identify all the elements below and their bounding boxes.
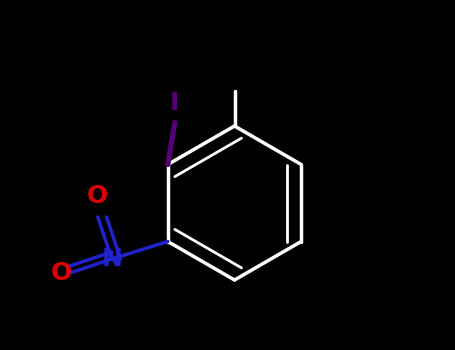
Text: I: I	[170, 91, 179, 116]
Text: O: O	[51, 261, 72, 285]
Text: N: N	[101, 247, 122, 271]
Text: O: O	[87, 184, 108, 208]
